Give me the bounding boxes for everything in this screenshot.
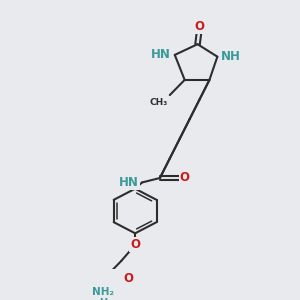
Text: O: O (130, 238, 140, 251)
Text: NH: NH (221, 50, 241, 63)
Text: O: O (123, 272, 133, 285)
Text: NH₂: NH₂ (92, 287, 114, 297)
Text: CH₃: CH₃ (150, 98, 168, 107)
Text: HN: HN (119, 176, 139, 189)
Text: H: H (99, 292, 107, 300)
Text: O: O (194, 20, 205, 33)
Text: O: O (180, 172, 190, 184)
Text: HN: HN (151, 48, 171, 62)
